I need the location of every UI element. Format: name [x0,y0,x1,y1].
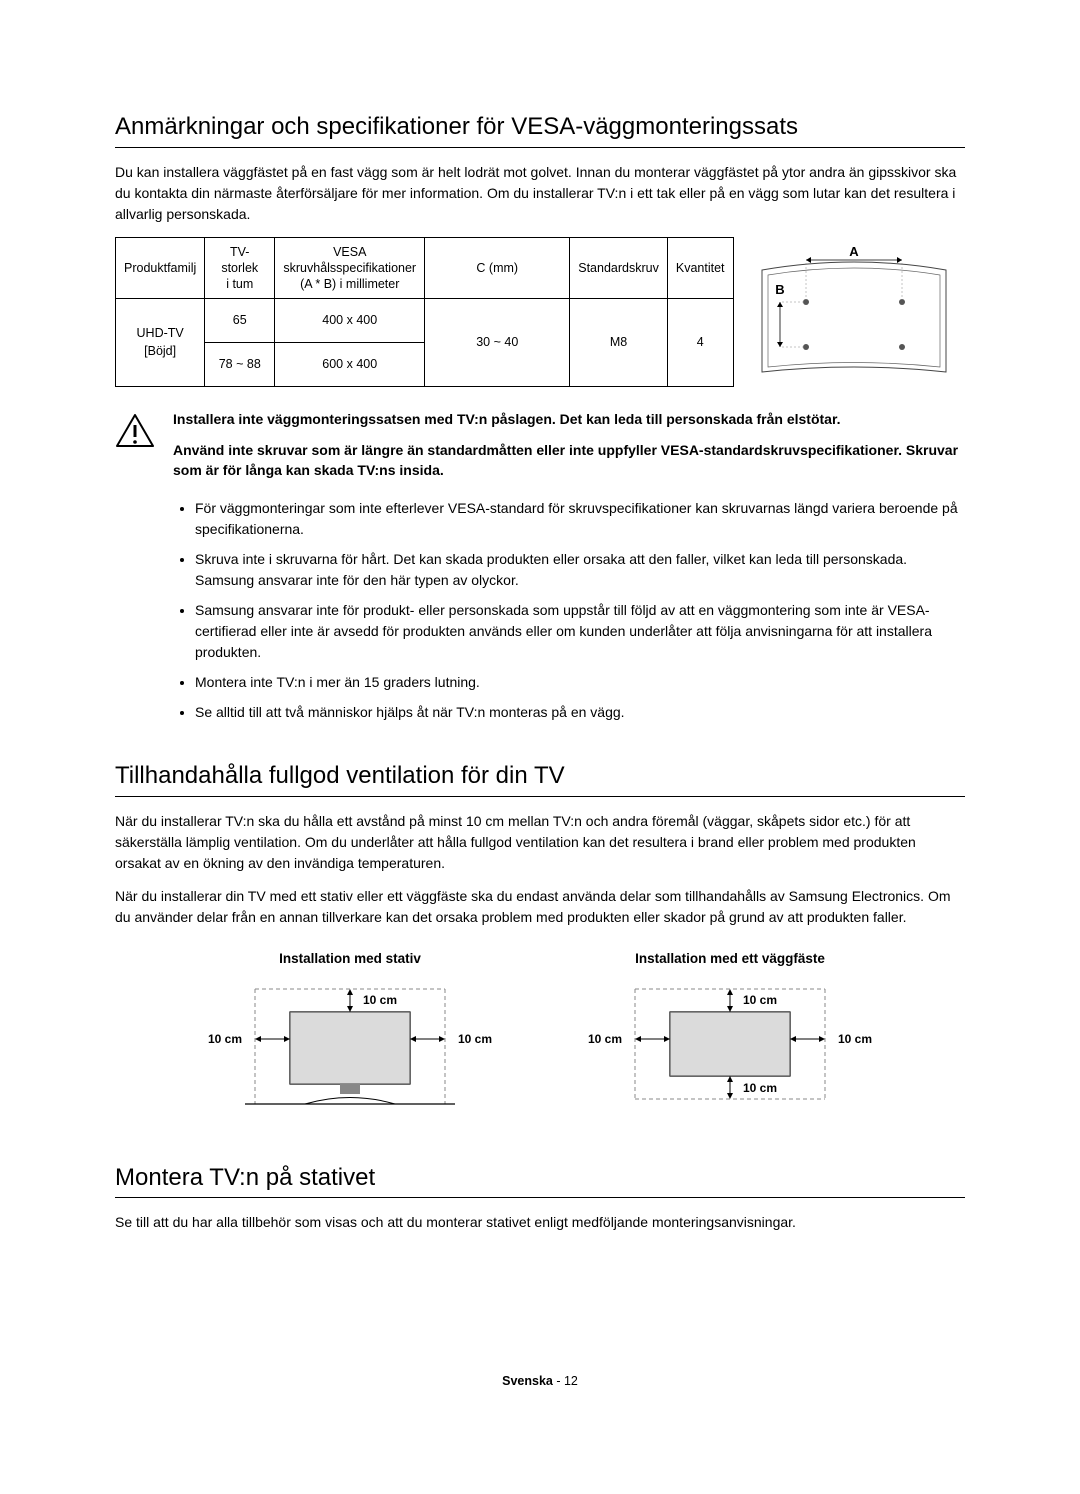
table-header-row: Produktfamilj TV-storleki tum VESA skruv… [116,237,734,299]
section1-intro: Du kan installera väggfästet på en fast … [115,162,965,225]
footer-sep: - [553,1374,564,1388]
diagram-stand: Installation med stativ 10 cm [195,950,505,1125]
svg-text:10 cm: 10 cm [208,1032,242,1046]
ventilation-section: Tillhandahålla fullgod ventilation för d… [115,759,965,1124]
svg-text:10 cm: 10 cm [458,1032,492,1046]
svg-text:10 cm: 10 cm [743,993,777,1007]
td-vesa-1: 400 x 400 [275,299,425,343]
spec-row: Produktfamilj TV-storleki tum VESA skruv… [115,237,965,388]
svg-text:10 cm: 10 cm [743,1081,777,1095]
footer-page: 12 [564,1374,578,1388]
warning-line-1: Installera inte väggmonteringssatsen med… [173,409,965,429]
warning-icon [115,409,155,490]
list-item: Montera inte TV:n i mer än 15 graders lu… [195,672,965,693]
td-size-2: 78 ~ 88 [205,343,275,387]
label-B: B [775,282,784,297]
diagram-wall-title: Installation med ett väggfäste [575,950,885,969]
diagram-stand-title: Installation med stativ [195,950,505,969]
warning-block: Installera inte väggmonteringssatsen med… [115,409,965,490]
section3-p1: Se till att du har alla tillbehör som vi… [115,1212,965,1233]
th-screw: Standardskruv [570,237,668,299]
table-row: UHD-TV[Böjd] 65 400 x 400 30 ~ 40 M8 4 [116,299,734,343]
label-A: A [849,244,859,259]
list-item: Skruva inte i skruvarna för hårt. Det ka… [195,549,965,591]
footer-lang: Svenska [502,1374,553,1388]
svg-text:10 cm: 10 cm [363,993,397,1007]
td-screw: M8 [570,299,668,387]
td-c: 30 ~ 40 [425,299,570,387]
section2-p2: När du installerar din TV med ett stativ… [115,886,965,928]
list-item: För väggmonteringar som inte efterlever … [195,498,965,540]
th-qty: Kvantitet [667,237,733,299]
vesa-spec-table: Produktfamilj TV-storleki tum VESA skruv… [115,237,734,388]
page-footer: Svenska - 12 [115,1373,965,1391]
td-qty: 4 [667,299,733,387]
tv-back-diagram: A B [754,242,954,383]
section1-title: Anmärkningar och specifikationer för VES… [115,110,965,148]
section2-p1: När du installerar TV:n ska du hålla ett… [115,811,965,874]
list-item: Samsung ansvarar inte för produkt- eller… [195,600,965,663]
list-item: Se alltid till att två människor hjälps … [195,702,965,723]
section2-title: Tillhandahålla fullgod ventilation för d… [115,759,965,797]
th-size: TV-storleki tum [205,237,275,299]
td-family: UHD-TV[Böjd] [116,299,205,387]
th-vesa: VESA skruvhålsspecifikationer (A * B) i … [275,237,425,299]
th-family: Produktfamilj [116,237,205,299]
svg-text:10 cm: 10 cm [588,1032,622,1046]
svg-text:10 cm: 10 cm [838,1032,872,1046]
td-vesa-2: 600 x 400 [275,343,425,387]
section3-title: Montera TV:n på stativet [115,1161,965,1199]
warning-line-2: Använd inte skruvar som är längre än sta… [173,440,965,481]
th-c: C (mm) [425,237,570,299]
td-size-1: 65 [205,299,275,343]
diagram-wall: Installation med ett väggfäste 10 cm [575,950,885,1125]
warning-texts: Installera inte väggmonteringssatsen med… [173,409,965,490]
bullet-list: För väggmonteringar som inte efterlever … [115,498,965,723]
ventilation-diagrams: Installation med stativ 10 cm [115,950,965,1125]
